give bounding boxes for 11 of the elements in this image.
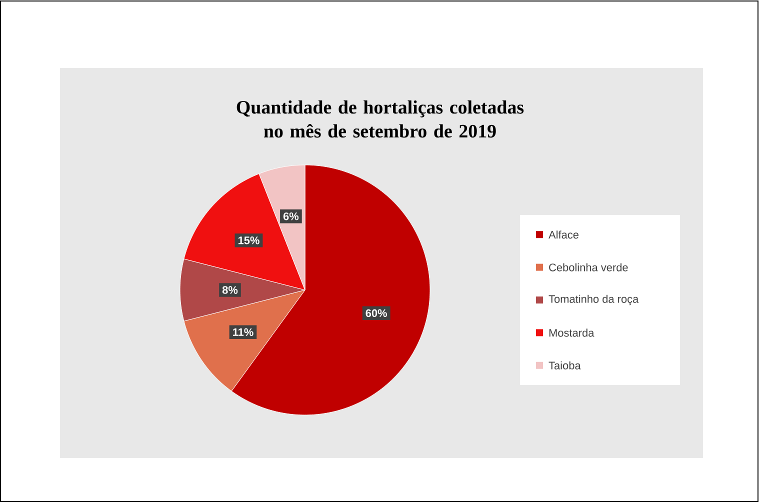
data-label: 15%: [238, 236, 260, 244]
legend-label: Alface: [548, 230, 578, 239]
data-label: 60%: [366, 309, 388, 318]
chart-title: Quantidade de hortaliças coletadas no mês de setembro de 2019: [236, 100, 524, 138]
data-label: 6%: [283, 212, 299, 220]
data-label: 8%: [222, 286, 238, 294]
legend-label: Mostarda: [549, 328, 594, 337]
data-label: 11%: [233, 328, 254, 336]
legend-label: Cebolinha verde: [549, 263, 628, 272]
legend-label: Taioba: [548, 361, 581, 370]
legend-label: Tomatinho da roça: [548, 294, 639, 306]
